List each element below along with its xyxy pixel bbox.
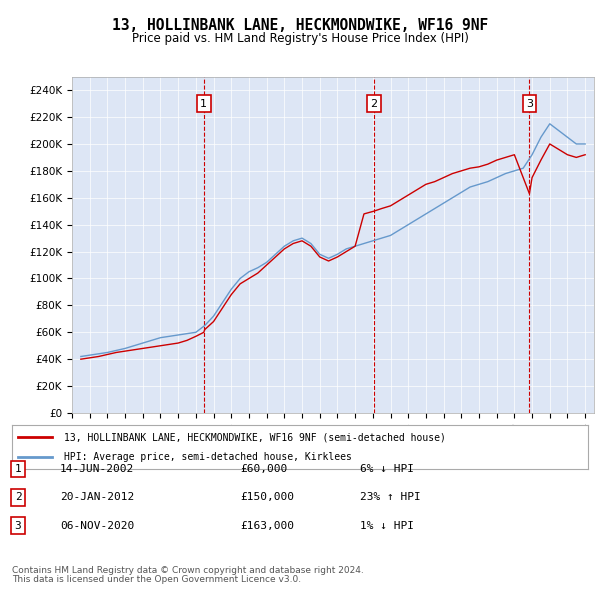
Text: 14-JUN-2002: 14-JUN-2002	[60, 464, 134, 474]
Text: HPI: Average price, semi-detached house, Kirklees: HPI: Average price, semi-detached house,…	[64, 452, 352, 461]
Text: 1% ↓ HPI: 1% ↓ HPI	[360, 521, 414, 530]
Text: 1: 1	[200, 99, 208, 109]
Text: 06-NOV-2020: 06-NOV-2020	[60, 521, 134, 530]
Text: 13, HOLLINBANK LANE, HECKMONDWIKE, WF16 9NF: 13, HOLLINBANK LANE, HECKMONDWIKE, WF16 …	[112, 18, 488, 32]
Text: 13, HOLLINBANK LANE, HECKMONDWIKE, WF16 9NF (semi-detached house): 13, HOLLINBANK LANE, HECKMONDWIKE, WF16 …	[64, 432, 446, 442]
Text: 23% ↑ HPI: 23% ↑ HPI	[360, 493, 421, 502]
Text: £163,000: £163,000	[240, 521, 294, 530]
Text: Contains HM Land Registry data © Crown copyright and database right 2024.: Contains HM Land Registry data © Crown c…	[12, 566, 364, 575]
Text: 1: 1	[14, 464, 22, 474]
Text: £60,000: £60,000	[240, 464, 287, 474]
Text: 3: 3	[526, 99, 533, 109]
Text: 2: 2	[370, 99, 377, 109]
Text: This data is licensed under the Open Government Licence v3.0.: This data is licensed under the Open Gov…	[12, 575, 301, 584]
Text: 2: 2	[14, 493, 22, 502]
Text: 20-JAN-2012: 20-JAN-2012	[60, 493, 134, 502]
Text: 3: 3	[14, 521, 22, 530]
Text: 6% ↓ HPI: 6% ↓ HPI	[360, 464, 414, 474]
Text: Price paid vs. HM Land Registry's House Price Index (HPI): Price paid vs. HM Land Registry's House …	[131, 32, 469, 45]
Text: £150,000: £150,000	[240, 493, 294, 502]
